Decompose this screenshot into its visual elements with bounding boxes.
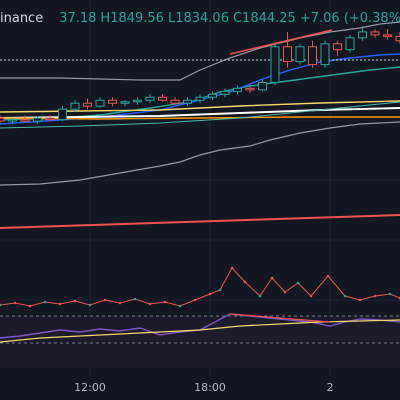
oscillator-dot (218, 288, 222, 292)
oscillator-dot (243, 280, 247, 284)
candle-body[interactable] (258, 81, 267, 91)
candle-body[interactable] (395, 35, 400, 42)
oscillator-dot (373, 294, 377, 298)
candle-body[interactable] (345, 37, 355, 51)
candle-body[interactable] (95, 99, 105, 107)
oscillator-dot (88, 303, 92, 307)
rsi-moving-average (0, 319, 400, 343)
high-value: H1849.56 (100, 10, 164, 26)
oscillator-dot (309, 294, 313, 298)
oscillator-dot (178, 304, 182, 308)
time-axis-label: 2 (326, 381, 334, 394)
oscillator-dot (28, 304, 32, 308)
oscillator-dot (73, 299, 77, 303)
candle-body[interactable] (45, 117, 55, 121)
oscillator-dot (388, 292, 392, 296)
candle-body[interactable] (8, 119, 17, 122)
candle-body[interactable] (283, 46, 292, 63)
rsi-line (0, 313, 400, 339)
change-value: +7.06 (+0.38%) (299, 10, 400, 26)
exchange-name[interactable]: inance (0, 10, 44, 26)
candle-body[interactable] (233, 87, 242, 92)
candle-body[interactable] (220, 90, 230, 95)
oscillator-dot (133, 297, 137, 301)
oscillator-dot (163, 300, 167, 304)
long-term-line (0, 214, 400, 229)
oscillator-dot (13, 301, 17, 305)
oscillator-dot (208, 292, 212, 296)
oscillator-dot (258, 294, 262, 298)
candle-body[interactable] (370, 31, 380, 36)
rsi-divergence-line (229, 313, 331, 323)
candle-body[interactable] (320, 43, 330, 66)
candle-body[interactable] (33, 117, 42, 122)
oscillator-dots (0, 266, 400, 308)
bollinger-bands (0, 21, 400, 186)
trend-line[interactable] (229, 29, 333, 55)
candle-body[interactable] (145, 96, 155, 101)
candle-body[interactable] (170, 99, 180, 104)
candle-body[interactable] (383, 34, 392, 37)
oscillator-dot (58, 302, 62, 306)
oscillator-dot (193, 298, 197, 302)
oscillator-dot (296, 281, 300, 285)
candle-body[interactable] (358, 31, 367, 39)
oscillator-dot (43, 300, 47, 304)
candle-body[interactable] (133, 99, 142, 103)
oscillator-dot (148, 302, 152, 306)
candle-body[interactable] (120, 101, 130, 104)
candle-body[interactable] (183, 99, 192, 104)
open-value: 37.18 (59, 10, 97, 26)
time-axis-label: 12:00 (74, 381, 106, 394)
oscillator-dot (283, 290, 287, 294)
oscillator-dot (358, 298, 362, 302)
candle-body[interactable] (245, 87, 255, 91)
candle-body[interactable] (108, 99, 117, 104)
candle-body[interactable] (20, 119, 30, 122)
oscillator-dot (103, 298, 107, 302)
candle-body[interactable] (0, 117, 5, 122)
candle-body[interactable] (58, 108, 67, 121)
candle-body[interactable] (295, 46, 305, 63)
candle-body[interactable] (333, 43, 342, 51)
oscillator-dot (0, 303, 2, 307)
close-value: C1844.25 (232, 10, 296, 26)
low-value: L1834.06 (167, 10, 229, 26)
candle-body[interactable] (70, 102, 80, 110)
time-axis[interactable]: 12:00 18:00 2 (0, 376, 400, 400)
candle-body[interactable] (270, 46, 280, 83)
candle-body[interactable] (158, 96, 167, 101)
oscillator-dot (118, 301, 122, 305)
oscillator-dot (326, 274, 330, 278)
time-axis-label: 18:00 (194, 381, 226, 394)
candle-body[interactable] (208, 93, 217, 98)
oscillator-dot (230, 266, 234, 270)
ohlc-legend: inance 37.18 H1849.56 L1834.06 C1844.25 … (0, 8, 400, 28)
oscillator-dot (343, 294, 347, 298)
candlestick-series[interactable] (0, 25, 400, 125)
oscillator-dot (270, 276, 274, 280)
candle-body[interactable] (195, 96, 205, 101)
candle-body[interactable] (308, 46, 317, 66)
candle-body[interactable] (83, 102, 92, 107)
